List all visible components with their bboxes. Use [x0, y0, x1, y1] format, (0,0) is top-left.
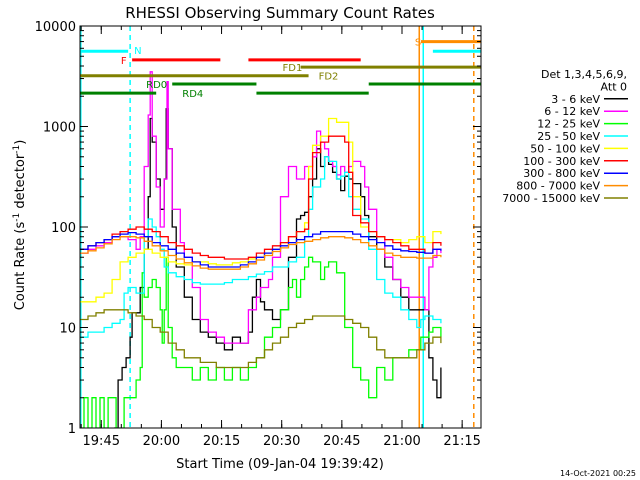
plot-area: NF S FD1 FD2 RD0 RD4 [80, 26, 481, 428]
x-tick-label: 20:15 [203, 434, 240, 449]
series-line-7 [80, 236, 442, 270]
legend-entry-label: 6 - 12 keV [544, 105, 600, 118]
x-tick-label: 19:45 [83, 434, 120, 449]
series-line-3 [80, 156, 442, 338]
axes: 1 10 100 1000 10000 19:45 20:00 20:15 20:30 20:45… [35, 20, 482, 449]
footer-timestamp: 14-Oct-2021 00:25 [560, 469, 636, 478]
flag-label-rd4: RD4 [182, 89, 203, 100]
x-tick-label: 20:30 [263, 434, 300, 449]
legend-entry-label: 7000 - 15000 keV [502, 192, 600, 205]
legend-entry-label: 100 - 300 keV [523, 155, 600, 168]
flag-label-fd1: FD1 [283, 63, 303, 74]
legend-header: Det 1,3,4,5,6,9, [541, 68, 627, 81]
flag-label-s: S [415, 38, 421, 49]
legend-entry-label: 800 - 7000 keV [516, 180, 600, 193]
x-tick-label: 21:00 [383, 434, 420, 449]
y-axis-label: Count Rate (s-1 detector-1) [12, 140, 28, 311]
legend-entry-label: 12 - 25 keV [537, 118, 600, 131]
x-tick-label: 20:00 [143, 434, 180, 449]
legend-entry-label: 50 - 100 keV [530, 142, 600, 155]
flag-label-fd2: FD2 [319, 72, 339, 83]
x-axis-label: Start Time (09-Jan-04 19:39:42) [176, 457, 384, 472]
flag-label-rd0: RD0 [146, 80, 167, 91]
chart-title: RHESSI Observing Summary Count Rates [125, 4, 435, 22]
y-tick-label: 10 [59, 322, 76, 337]
flag-label-n: N [134, 46, 141, 57]
x-tick-label: 20:45 [323, 434, 360, 449]
series-line-1 [80, 71, 442, 344]
y-tick-label: 1 [68, 422, 76, 437]
legend-entry-label: 3 - 6 keV [551, 93, 600, 106]
x-tick-label: 21:15 [443, 434, 480, 449]
y-tick-label: 1000 [43, 121, 76, 136]
legend-entry-label: 25 - 50 keV [537, 130, 600, 143]
legend-entry-label: 300 - 800 keV [523, 167, 600, 180]
series-line-5 [80, 135, 442, 260]
y-tick-label: 10000 [35, 20, 76, 35]
legend-header: Att 0 [601, 80, 627, 93]
flag-label-f: F [121, 56, 127, 67]
y-tick-label: 100 [51, 221, 76, 236]
series-line-8 [80, 309, 442, 369]
